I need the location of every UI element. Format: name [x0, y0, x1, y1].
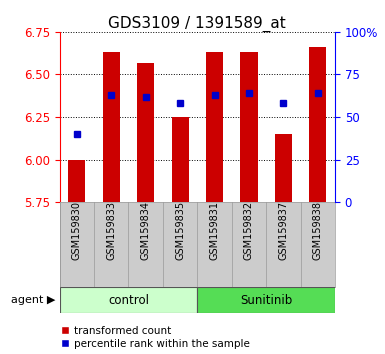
Text: Sunitinib: Sunitinib	[240, 293, 292, 307]
Text: control: control	[108, 293, 149, 307]
Bar	[206, 52, 223, 202]
Bar	[68, 160, 85, 202]
Bar	[240, 52, 258, 202]
Legend: transformed count, percentile rank within the sample: transformed count, percentile rank withi…	[61, 326, 249, 349]
Bar	[309, 47, 326, 202]
Bar	[171, 117, 189, 202]
Bar	[137, 63, 154, 202]
Title: GDS3109 / 1391589_at: GDS3109 / 1391589_at	[109, 16, 286, 32]
Bar	[60, 287, 197, 313]
Bar	[275, 134, 292, 202]
Bar	[103, 52, 120, 202]
Bar	[197, 287, 335, 313]
Text: agent ▶: agent ▶	[12, 295, 56, 305]
